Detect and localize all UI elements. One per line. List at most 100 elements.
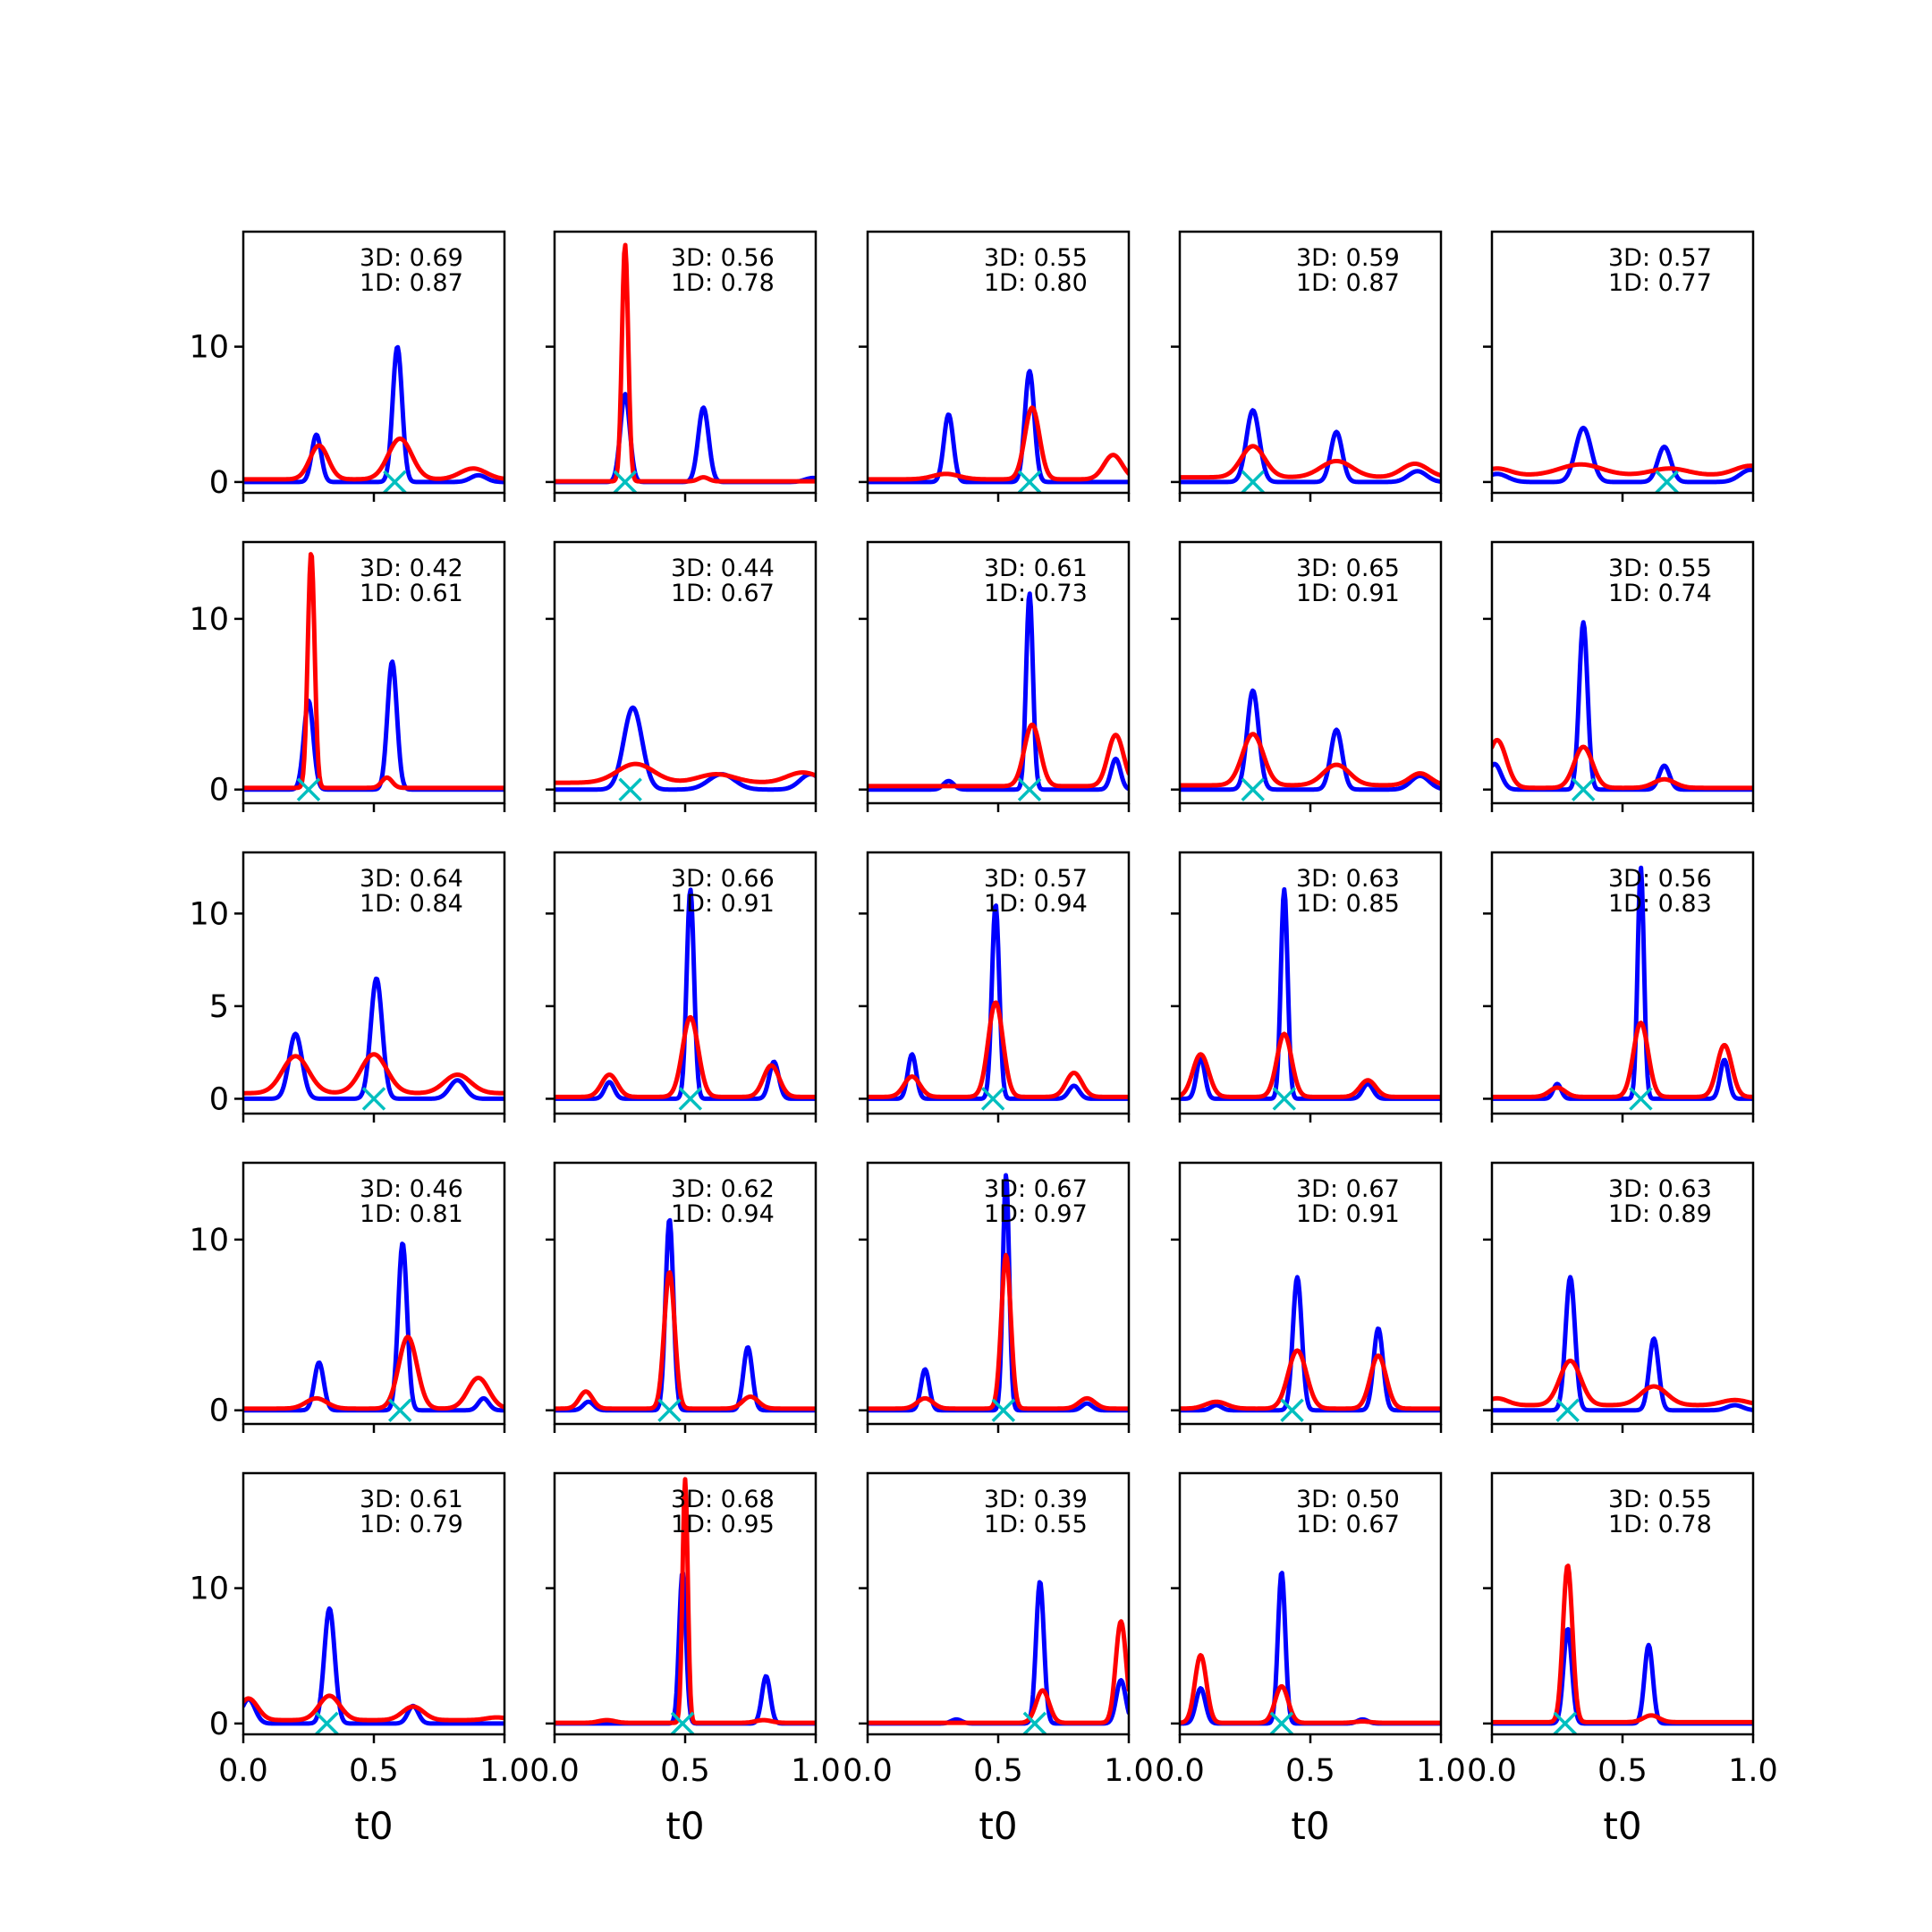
series-red-line <box>243 436 504 482</box>
plot-area <box>1180 408 1441 493</box>
series-blue-line <box>868 903 1129 1101</box>
plot-area <box>1180 886 1441 1111</box>
plot-area <box>555 1477 816 1734</box>
series-red-line <box>555 242 816 484</box>
marker-x <box>980 1087 1005 1111</box>
marker-x <box>670 1711 695 1734</box>
series-blue-line <box>1492 425 1753 485</box>
score-3d-label: 3D: 0.55 <box>984 244 1088 272</box>
x-axis-title: t0 <box>979 1804 1017 1848</box>
score-3d-label: 3D: 0.69 <box>360 244 463 272</box>
marker-x <box>1555 1398 1580 1422</box>
score-3d-label: 3D: 0.44 <box>671 555 775 582</box>
score-1d-label: 1D: 0.87 <box>1296 269 1400 297</box>
plot-area <box>1492 620 1753 801</box>
x-tick-label: 0.5 <box>1285 1753 1335 1789</box>
marker-x <box>315 1711 339 1734</box>
plot-area <box>868 369 1129 493</box>
score-1d-label: 1D: 0.67 <box>671 580 775 607</box>
score-3d-label: 3D: 0.56 <box>1608 865 1712 893</box>
y-tick-label: 0 <box>209 465 229 501</box>
marker-stroke <box>1241 470 1265 493</box>
score-3d-label: 3D: 0.39 <box>984 1486 1088 1513</box>
plot-area <box>1180 1275 1441 1422</box>
marker-stroke <box>1241 777 1265 801</box>
score-1d-label: 1D: 0.73 <box>984 580 1088 607</box>
series-red-line <box>1180 1653 1441 1725</box>
score-1d-label: 1D: 0.61 <box>360 580 463 607</box>
x-tick-label: 0.5 <box>973 1753 1023 1789</box>
score-3d-label: 3D: 0.55 <box>1608 1486 1712 1513</box>
series-red-line <box>243 1052 504 1096</box>
marker-x <box>657 1398 682 1422</box>
plot-area <box>243 552 504 801</box>
score-3d-label: 3D: 0.65 <box>1296 555 1400 582</box>
marker-stroke <box>361 1087 386 1111</box>
score-1d-label: 1D: 0.85 <box>1296 890 1400 918</box>
plot-area <box>868 1580 1129 1734</box>
marker-x <box>1017 470 1042 493</box>
series-red-line <box>1180 1031 1441 1099</box>
x-tick-label: 0.5 <box>1597 1753 1648 1789</box>
score-1d-label: 1D: 0.67 <box>1296 1511 1400 1538</box>
marker-x <box>618 777 642 801</box>
score-1d-label: 1D: 0.55 <box>984 1511 1088 1538</box>
series-red-line <box>1492 1563 1753 1724</box>
marker-stroke <box>618 777 642 801</box>
series-blue-line <box>243 344 504 485</box>
y-tick-label: 0 <box>209 1081 229 1117</box>
plot-area <box>243 976 504 1111</box>
marker-stroke <box>1629 1087 1653 1111</box>
score-1d-label: 1D: 0.84 <box>360 890 463 918</box>
y-tick-label: 0 <box>209 1707 229 1742</box>
marker-stroke <box>1017 777 1042 801</box>
marker-x <box>1022 1711 1047 1734</box>
series-blue-line <box>243 976 504 1101</box>
marker-stroke <box>1571 777 1596 801</box>
plot-area <box>1180 1571 1441 1734</box>
y-tick-label: 0 <box>209 773 229 809</box>
y-tick-label: 5 <box>209 989 229 1025</box>
score-1d-label: 1D: 0.81 <box>360 1200 463 1228</box>
marker-x <box>1629 1087 1653 1111</box>
y-tick-label: 10 <box>189 1572 229 1607</box>
x-axis-title: t0 <box>1603 1804 1641 1848</box>
y-tick-label: 10 <box>189 602 229 638</box>
marker-x <box>1280 1398 1304 1422</box>
x-axis-title: t0 <box>665 1804 704 1848</box>
marker-x <box>296 777 321 801</box>
marker-x <box>361 1087 386 1111</box>
score-3d-label: 3D: 0.66 <box>671 865 775 893</box>
series-red-line <box>555 761 816 785</box>
x-tick-label: 1.0 <box>479 1753 530 1789</box>
series-blue-line <box>1180 408 1441 485</box>
marker-stroke <box>1553 1711 1577 1734</box>
marker-x <box>991 1398 1016 1422</box>
score-3d-label: 3D: 0.61 <box>984 555 1088 582</box>
x-tick-label: 0.0 <box>218 1753 268 1789</box>
marker-stroke <box>1272 1087 1297 1111</box>
plot-area <box>243 1606 504 1734</box>
marker-stroke <box>670 1711 695 1734</box>
plot-area <box>555 887 816 1111</box>
score-3d-label: 3D: 0.63 <box>1296 865 1400 893</box>
score-3d-label: 3D: 0.57 <box>1608 244 1712 272</box>
